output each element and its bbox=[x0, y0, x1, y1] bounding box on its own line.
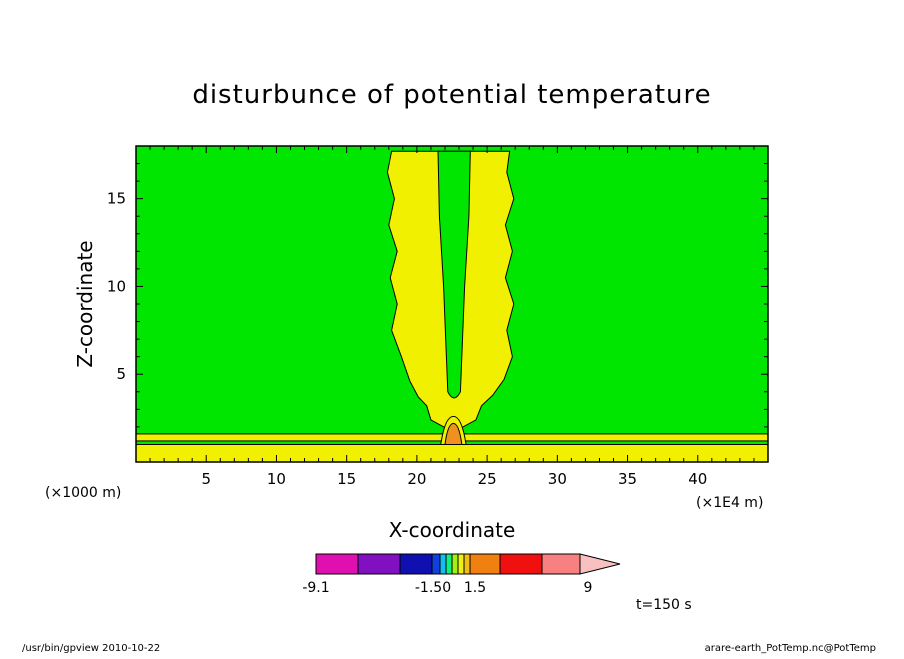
y-tick-label: 15 bbox=[107, 190, 126, 208]
x-tick-label: 40 bbox=[688, 470, 707, 488]
x-tick-label: 10 bbox=[267, 470, 286, 488]
plume-gap bbox=[437, 150, 471, 399]
x-axis-unit: (×1E4 m) bbox=[696, 495, 763, 511]
colorbar-labels: -9.1 -1.50 1.5 9 bbox=[302, 580, 592, 596]
x-tick-label: 20 bbox=[407, 470, 426, 488]
colorbar-segment bbox=[469, 553, 501, 575]
x-axis-ticks: 5 10 15 20 25 30 35 40 bbox=[201, 470, 707, 488]
y-axis-unit: (×1000 m) bbox=[45, 485, 121, 501]
colorbar-label-min: -9.1 bbox=[302, 580, 329, 596]
footer-right: arare-earth_PotTemp.nc@PotTemp bbox=[705, 643, 876, 654]
footer-left: /usr/bin/gpview 2010-10-22 bbox=[22, 643, 160, 654]
y-axis-ticks: 5 10 15 bbox=[107, 190, 126, 384]
plot-area bbox=[135, 145, 769, 463]
colorbar-segment bbox=[399, 553, 433, 575]
colorbar-segment bbox=[463, 553, 471, 575]
colorbar-label-pos: 1.5 bbox=[464, 580, 486, 596]
colorbar-segment bbox=[315, 553, 359, 575]
colorbar-label-max: 9 bbox=[584, 580, 593, 596]
chart-title: disturbunce of potential temperature bbox=[192, 80, 711, 110]
x-tick-label: 5 bbox=[201, 470, 211, 488]
y-tick-label: 10 bbox=[107, 277, 126, 295]
y-tick-label: 5 bbox=[116, 365, 126, 383]
colorbar-segment bbox=[541, 553, 581, 575]
colorbar-segment bbox=[431, 553, 441, 575]
y-axis-label: Z-coordinate bbox=[73, 240, 97, 367]
colorbar-segment bbox=[499, 553, 543, 575]
colorbar-arrow bbox=[579, 553, 621, 575]
warm-core bbox=[444, 422, 463, 445]
colorbar-segment bbox=[451, 553, 459, 575]
x-tick-label: 15 bbox=[337, 470, 356, 488]
colorbar-segment bbox=[357, 553, 401, 575]
colorbar-label-neg: -1.50 bbox=[415, 580, 451, 596]
surface-layer-low bbox=[136, 444, 768, 462]
colorbar bbox=[315, 553, 621, 575]
x-tick-label: 25 bbox=[478, 470, 497, 488]
colorbar-segment bbox=[439, 553, 447, 575]
time-label: t=150 s bbox=[636, 597, 692, 613]
colorbar-segment bbox=[445, 553, 453, 575]
colorbar-segment bbox=[457, 553, 465, 575]
x-tick-label: 30 bbox=[548, 470, 567, 488]
x-axis-label: X-coordinate bbox=[389, 518, 516, 542]
x-tick-label: 35 bbox=[618, 470, 637, 488]
